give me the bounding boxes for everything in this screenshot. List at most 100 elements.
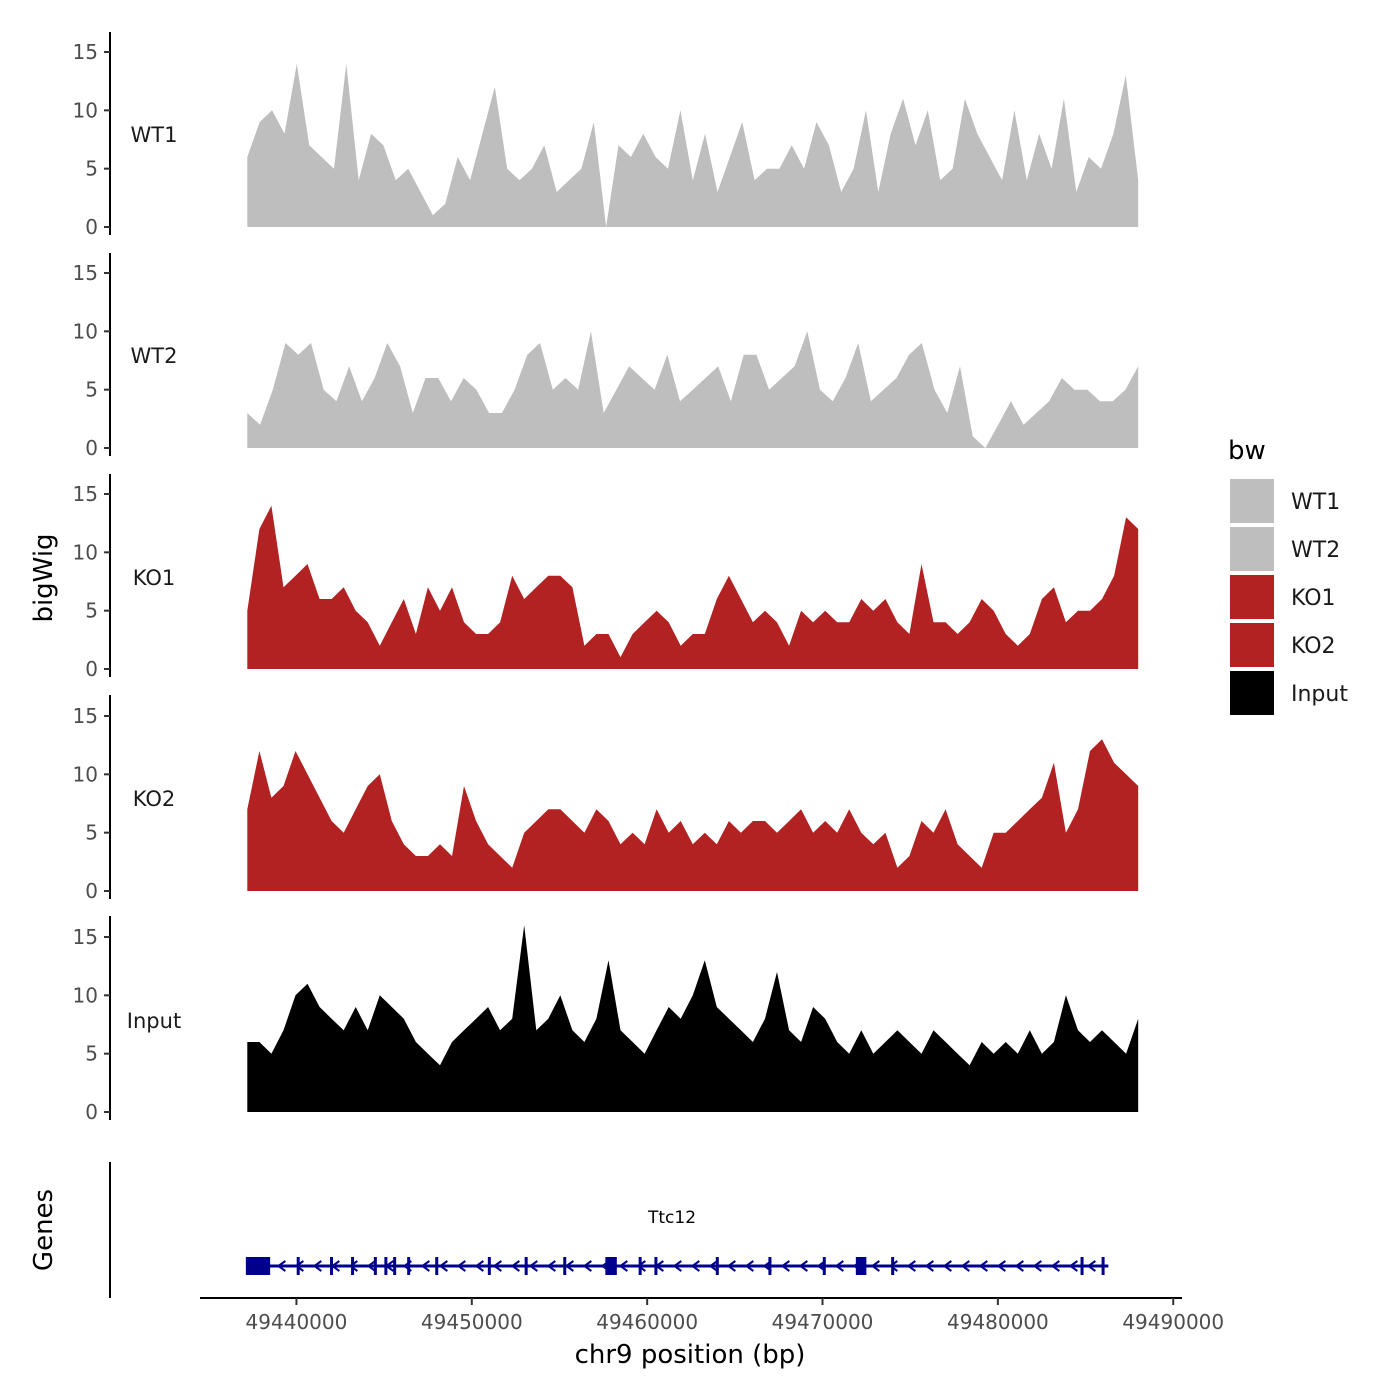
track-label: KO1 (133, 566, 176, 590)
track-label: WT2 (131, 344, 178, 368)
strand-arrow (294, 1260, 304, 1272)
strand-arrow (528, 1260, 538, 1272)
legend-label: KO1 (1291, 586, 1336, 611)
strand-arrow (564, 1260, 574, 1272)
y-tick-label: 15 (73, 261, 98, 285)
strand-arrow (366, 1260, 376, 1272)
strand-arrow (672, 1260, 682, 1272)
legend-key-ko2 (1230, 623, 1274, 667)
strand-arrow (726, 1260, 736, 1272)
strand-arrow (618, 1260, 628, 1272)
gene-exon (822, 1257, 826, 1275)
strand-arrow (492, 1260, 502, 1272)
coverage-area-wt1 (247, 63, 1139, 228)
gene-exon (654, 1257, 658, 1275)
track-wt2: 0 5 10 15 WT2 (73, 253, 1139, 460)
y-tick-label: 15 (73, 925, 98, 949)
gene-exon (563, 1257, 567, 1275)
strand-arrow (1014, 1260, 1024, 1272)
coverage-area-input (247, 925, 1139, 1112)
track-ko1: 0 5 10 15 KO1 (73, 474, 1139, 681)
coverage-area-wt2 (247, 331, 1139, 448)
strand-arrow (456, 1260, 466, 1272)
gene-exon (1080, 1257, 1084, 1275)
y-tick-label: 10 (73, 540, 98, 564)
gene-exon (435, 1257, 439, 1275)
strand-arrow (924, 1260, 934, 1272)
y-tick-label: 15 (73, 40, 98, 64)
strand-arrow (510, 1260, 520, 1272)
strand-arrow (582, 1260, 592, 1272)
strand-arrow (1068, 1260, 1078, 1272)
y-tick-label: 0 (85, 879, 98, 903)
strand-arrow (744, 1260, 754, 1272)
strand-arrow (942, 1260, 952, 1272)
strand-arrow (420, 1260, 430, 1272)
legend: bw WT1 WT2 KO1 KO2 Input (1228, 436, 1348, 715)
y-tick-label: 5 (85, 378, 98, 402)
legend-key-wt2 (1230, 527, 1274, 571)
y-tick-label: 10 (73, 983, 98, 1007)
legend-label: WT1 (1291, 490, 1340, 515)
gene-model (245, 1257, 1109, 1275)
coverage-area-ko1 (247, 505, 1139, 669)
legend-key-ko1 (1230, 575, 1274, 619)
gene-exon (330, 1257, 334, 1275)
coverage-tracks: 0 5 10 15 WT1 0 5 10 15 WT2 0 5 10 15 KO1 0 5 10 15 KO2 0 5 10… (73, 32, 1139, 1124)
gene-exon-wide (855, 1257, 867, 1275)
gene-exon-wide (606, 1257, 617, 1275)
strand-arrow (708, 1260, 718, 1272)
strand-arrow (834, 1260, 844, 1272)
y-tick-label: 5 (85, 821, 98, 845)
y-tick-label: 0 (85, 436, 98, 460)
legend-key-input (1230, 671, 1274, 715)
genes-panel: Genes Ttc12 (29, 1162, 1109, 1298)
track-wt1: 0 5 10 15 WT1 (73, 32, 1139, 239)
x-tick-label: 49450000 (421, 1310, 523, 1334)
strand-arrow (870, 1260, 880, 1272)
gene-exon (715, 1257, 719, 1275)
legend-title: bw (1228, 436, 1266, 466)
gene-exon (487, 1257, 491, 1275)
legend-label: Input (1291, 682, 1348, 707)
strand-arrow (636, 1260, 646, 1272)
track-input: 0 5 10 15 Input (73, 916, 1139, 1124)
y-axis-title: bigWig (29, 533, 59, 622)
gene-exon (1101, 1257, 1105, 1275)
x-tick-label: 49440000 (246, 1310, 348, 1334)
y-tick-label: 10 (73, 98, 98, 122)
gene-exon (393, 1257, 397, 1275)
y-tick-label: 15 (73, 482, 98, 506)
strand-arrow (474, 1260, 484, 1272)
gene-exon (384, 1257, 388, 1275)
strand-arrow (960, 1260, 970, 1272)
strand-arrow (1086, 1260, 1096, 1272)
gene-exon (524, 1257, 528, 1275)
genes-axis-title: Genes (29, 1189, 59, 1271)
gene-exon (891, 1257, 895, 1275)
track-label: KO2 (133, 787, 176, 811)
y-tick-label: 10 (73, 762, 98, 786)
x-tick-label: 49490000 (1122, 1310, 1224, 1334)
gene-exon (407, 1257, 411, 1275)
x-tick-label: 49480000 (947, 1310, 1049, 1334)
strand-arrow (1050, 1260, 1060, 1272)
coverage-area-ko2 (247, 739, 1139, 891)
legend-label: WT2 (1291, 538, 1340, 563)
strand-arrow (690, 1260, 700, 1272)
x-tick-label: 49470000 (772, 1310, 874, 1334)
strand-arrow (276, 1260, 286, 1272)
y-tick-label: 5 (85, 1042, 98, 1066)
strand-arrow (978, 1260, 988, 1272)
strand-arrow (1032, 1260, 1042, 1272)
track-label: Input (127, 1009, 181, 1033)
strand-arrow (438, 1260, 448, 1272)
strand-arrow (888, 1260, 898, 1272)
strand-arrow (780, 1260, 790, 1272)
y-tick-label: 5 (85, 157, 98, 181)
gene-exon (638, 1257, 642, 1275)
y-tick-label: 10 (73, 319, 98, 343)
y-tick-label: 0 (85, 215, 98, 239)
strand-arrow (348, 1260, 358, 1272)
